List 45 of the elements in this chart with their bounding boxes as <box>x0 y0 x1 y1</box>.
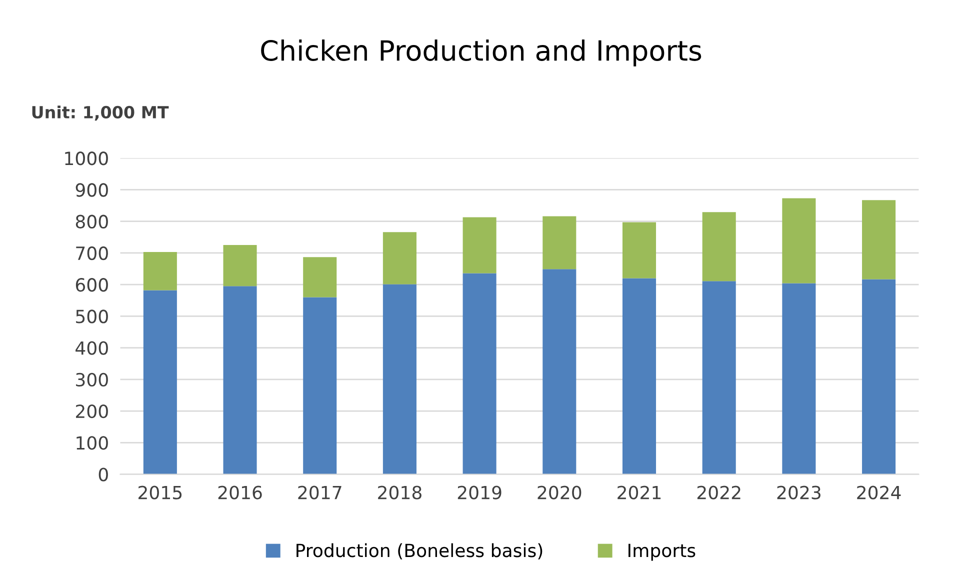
x-tick-label: 2016 <box>218 486 262 500</box>
bar <box>542 216 576 270</box>
y-tick-label: 600 <box>76 278 108 292</box>
y-tick-label: 700 <box>76 246 108 260</box>
bar <box>382 232 416 284</box>
bar <box>622 222 656 278</box>
bar <box>143 290 177 474</box>
y-tick-label: 0 <box>98 468 108 482</box>
bar <box>542 269 576 474</box>
y-tick-label: 100 <box>76 436 108 450</box>
y-tick-label: 300 <box>76 372 108 387</box>
y-tick-label: 900 <box>76 183 108 197</box>
bar <box>702 212 736 282</box>
y-tick-label: 400 <box>76 341 108 355</box>
bar <box>782 198 816 284</box>
text: Unit: 1,000 MT <box>32 106 169 121</box>
y-tick-label: 200 <box>76 404 108 418</box>
y-tick-label: 500 <box>76 310 108 324</box>
x-tick-label: 2023 <box>777 486 820 500</box>
bar <box>782 283 816 474</box>
bar <box>862 200 896 280</box>
bar <box>303 297 337 474</box>
x-tick-label: 2019 <box>458 486 502 500</box>
y-tick-label: 800 <box>76 214 108 228</box>
bar <box>223 245 257 286</box>
x-tick-label: 2015 <box>138 486 182 500</box>
x-tick-label: 2022 <box>697 486 740 500</box>
bar <box>462 273 496 474</box>
bar <box>702 281 736 474</box>
bar <box>382 284 416 474</box>
bar <box>143 252 177 290</box>
y-tick-label: 1000 <box>65 152 108 166</box>
bar <box>223 286 257 474</box>
bar <box>622 278 656 474</box>
x-tick-label: 2021 <box>618 486 661 500</box>
legend-label: Imports <box>628 544 696 561</box>
bar <box>862 279 896 474</box>
x-tick-label: 2017 <box>298 486 342 500</box>
chart-title: Chicken Production and Imports <box>261 39 702 66</box>
bar <box>303 257 337 298</box>
x-tick-label: 2024 <box>857 486 901 500</box>
legend-label: Production (Boneless basis) <box>296 543 542 560</box>
x-tick-label: 2020 <box>538 486 582 500</box>
bar <box>462 217 496 274</box>
x-tick-label: 2018 <box>378 486 422 500</box>
